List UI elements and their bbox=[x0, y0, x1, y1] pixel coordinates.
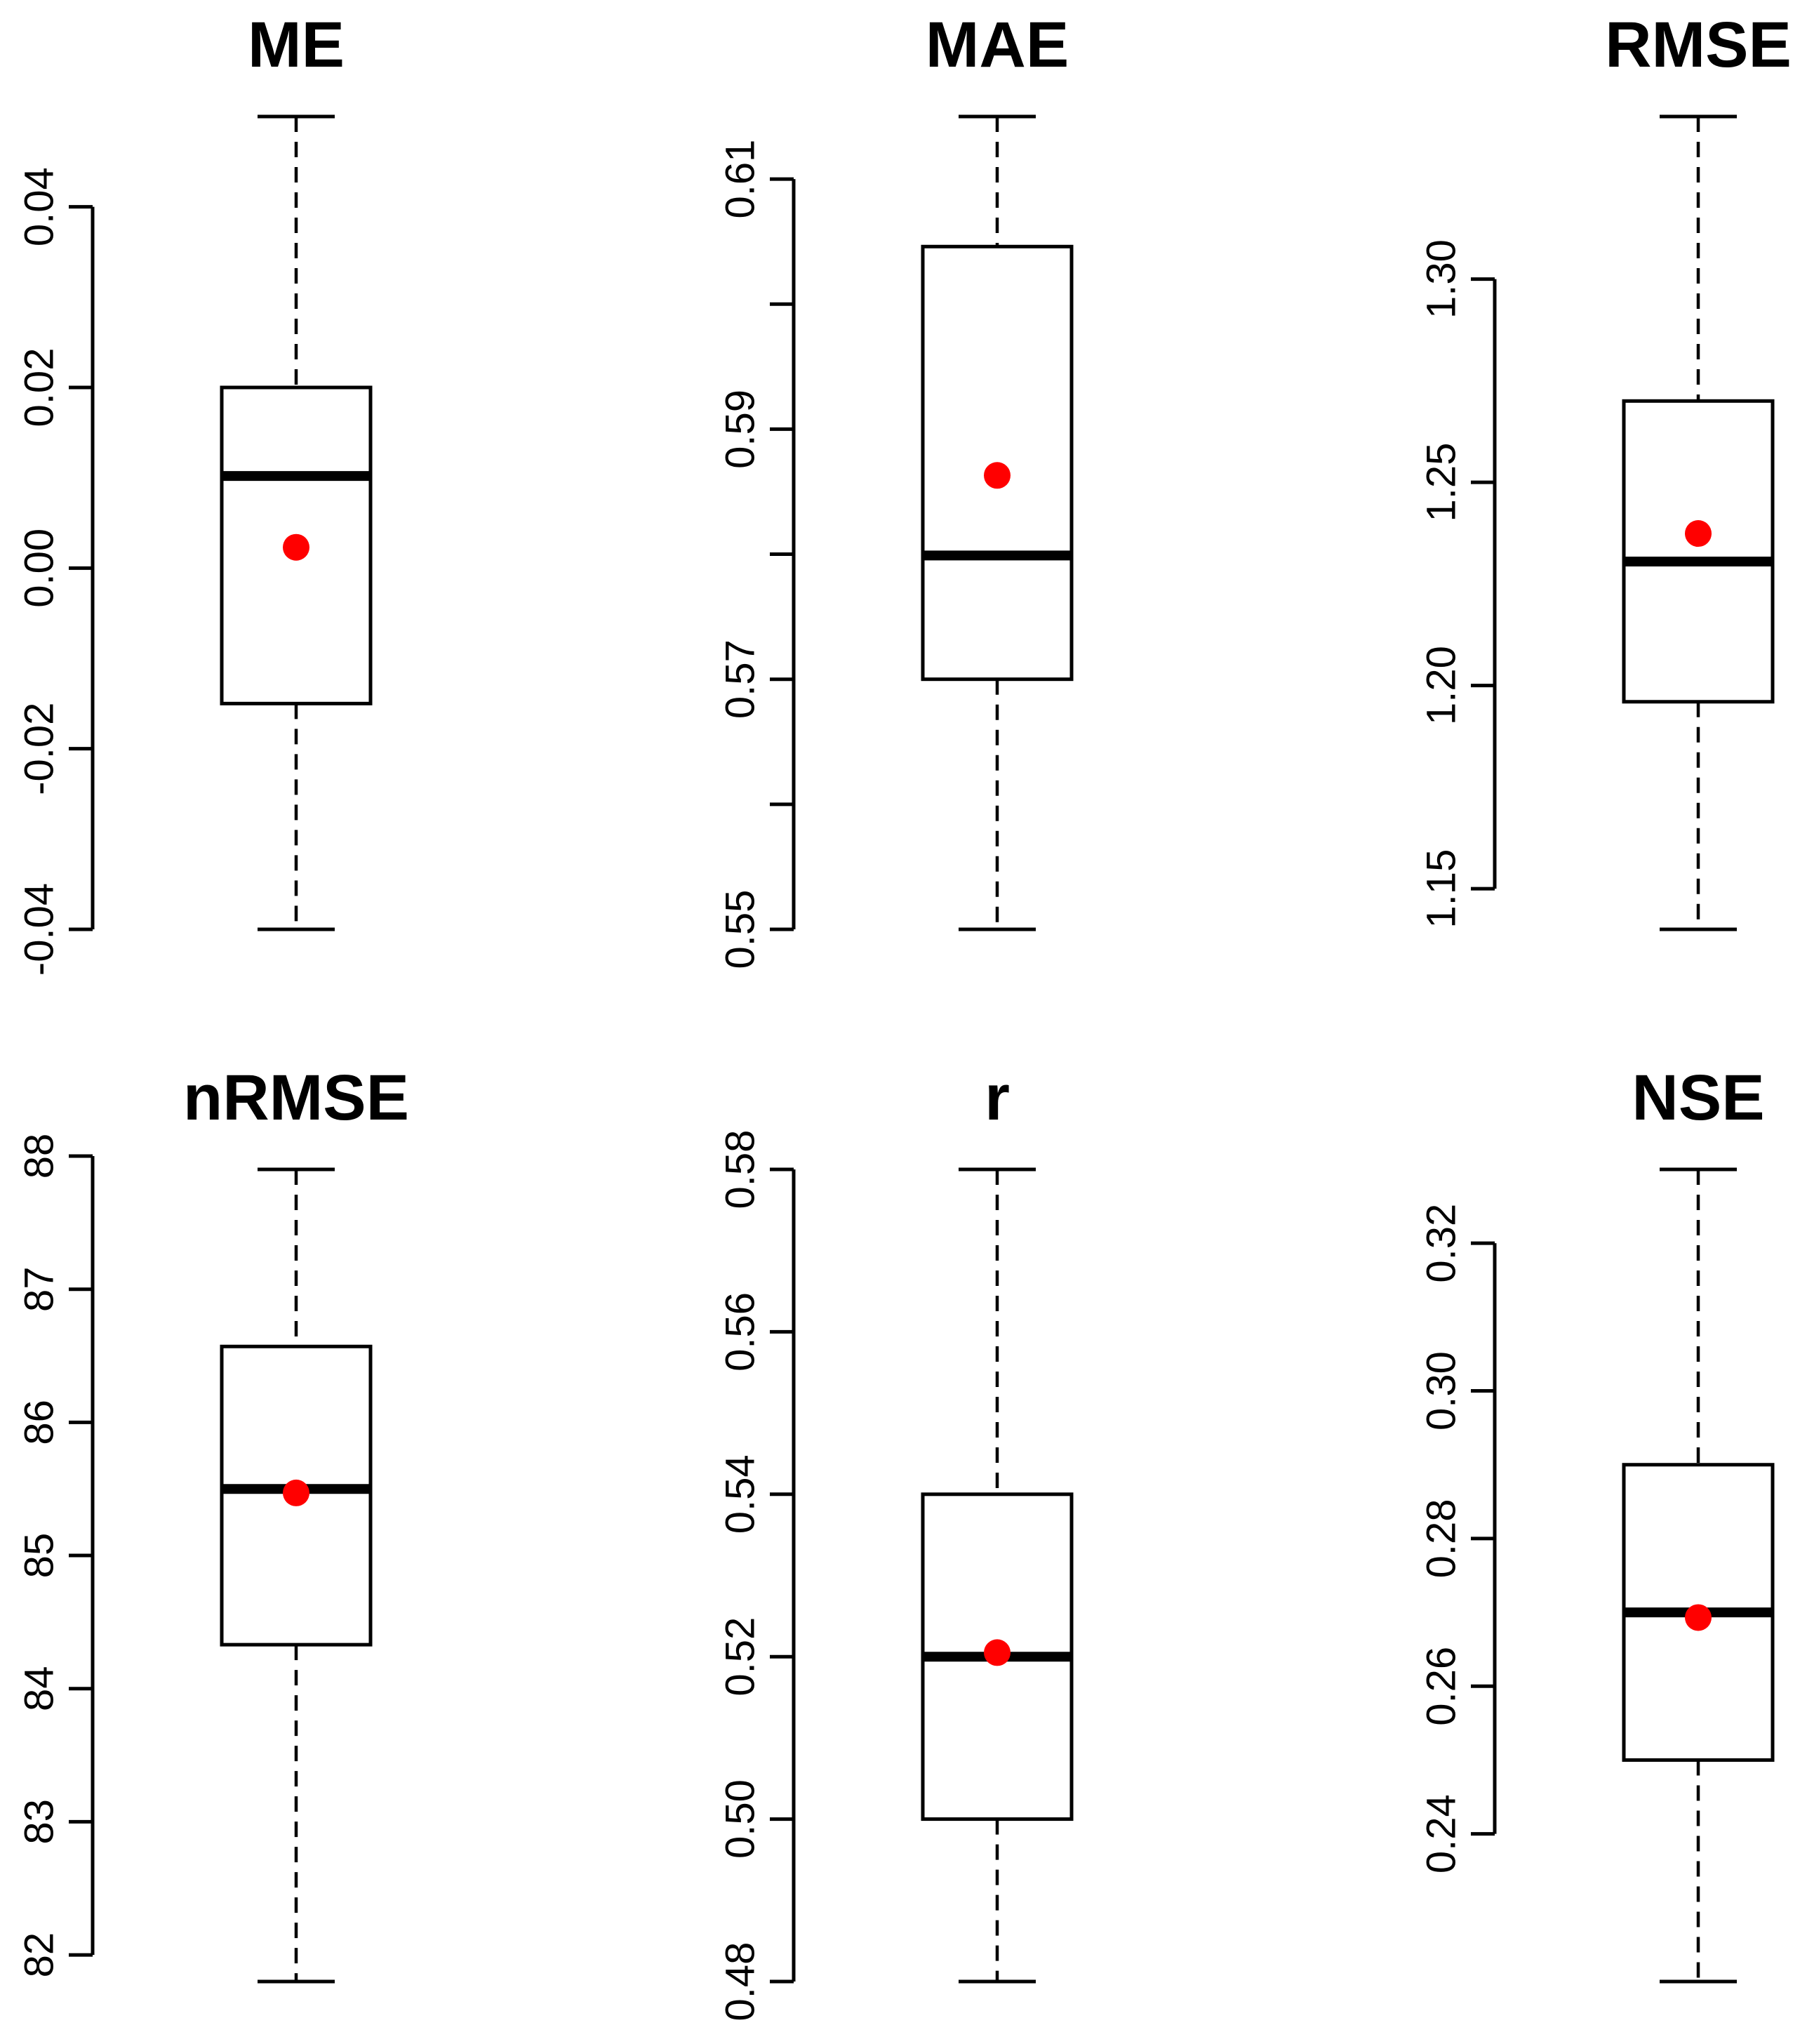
y-tick-label: 0.55 bbox=[718, 890, 764, 969]
y-tick-label: 1.30 bbox=[1419, 239, 1465, 319]
y-tick-label: 0.59 bbox=[718, 390, 764, 469]
panel-title: MAE bbox=[926, 9, 1069, 81]
mean-marker bbox=[283, 533, 309, 561]
y-tick-label: 0.54 bbox=[718, 1454, 764, 1534]
y-tick-label: 0.24 bbox=[1419, 1794, 1465, 1873]
y-tick-label: 0.58 bbox=[718, 1130, 764, 1209]
y-tick-label: 87 bbox=[17, 1266, 62, 1312]
y-tick-label: 82 bbox=[17, 1932, 62, 1978]
y-tick-label: -0.02 bbox=[17, 703, 62, 795]
panel-me: ME -0.04 -0.02 0.00 0.02 0.04 bbox=[17, 9, 373, 976]
y-tick-label: 0.02 bbox=[17, 348, 62, 427]
y-tick-label: 85 bbox=[17, 1533, 62, 1579]
y-tick-label: 0.26 bbox=[1419, 1647, 1465, 1726]
y-tick-label: 83 bbox=[17, 1799, 62, 1845]
y-tick-label: 0.50 bbox=[718, 1779, 764, 1859]
panel-rmse: RMSE 1.15 1.20 1.25 1.30 bbox=[1419, 9, 1792, 931]
y-tick-label: 0.04 bbox=[17, 167, 62, 246]
iqr-box bbox=[1622, 399, 1775, 704]
y-tick-label: 0.57 bbox=[718, 639, 764, 719]
y-tick-label: 84 bbox=[17, 1666, 62, 1711]
y-tick-label: 86 bbox=[17, 1400, 62, 1445]
panel-title: ME bbox=[248, 9, 345, 81]
y-tick-label: 1.25 bbox=[1419, 443, 1465, 522]
mean-marker bbox=[1685, 520, 1712, 548]
mean-marker bbox=[283, 1479, 309, 1506]
mean-marker bbox=[984, 462, 1011, 489]
panel-title: RMSE bbox=[1605, 9, 1792, 81]
mean-marker bbox=[984, 1639, 1011, 1666]
panel-title: r bbox=[985, 1062, 1010, 1134]
mean-marker bbox=[1685, 1604, 1712, 1631]
y-tick-label: 0.52 bbox=[718, 1617, 764, 1697]
panel-nrmse: nRMSE 82 83 84 85 86 87 88 bbox=[17, 1062, 409, 1984]
y-tick-label: 0.28 bbox=[1419, 1499, 1465, 1578]
panel-title: NSE bbox=[1632, 1062, 1764, 1134]
y-tick-label: 0.00 bbox=[17, 529, 62, 608]
y-tick-label: 0.56 bbox=[718, 1292, 764, 1372]
panel-nse: NSE 0.24 0.26 0.28 0.30 0.32 bbox=[1419, 1062, 1775, 1984]
y-tick-label: -0.04 bbox=[17, 883, 62, 976]
y-tick-label: 0.61 bbox=[718, 140, 764, 219]
y-tick-label: 0.48 bbox=[718, 1942, 764, 2022]
y-tick-label: 1.15 bbox=[1419, 849, 1465, 929]
y-tick-label: 0.32 bbox=[1419, 1204, 1465, 1283]
panel-mae: MAE 0.55 0.57 0.59 0.61 bbox=[718, 9, 1074, 969]
panel-r: r 0.48 0.50 0.52 0.54 0.56 0.58 bbox=[718, 1062, 1074, 2022]
y-tick-label: 88 bbox=[17, 1134, 62, 1179]
panel-title: nRMSE bbox=[183, 1062, 409, 1134]
y-tick-label: 1.20 bbox=[1419, 646, 1465, 725]
y-tick-label: 0.30 bbox=[1419, 1351, 1465, 1431]
